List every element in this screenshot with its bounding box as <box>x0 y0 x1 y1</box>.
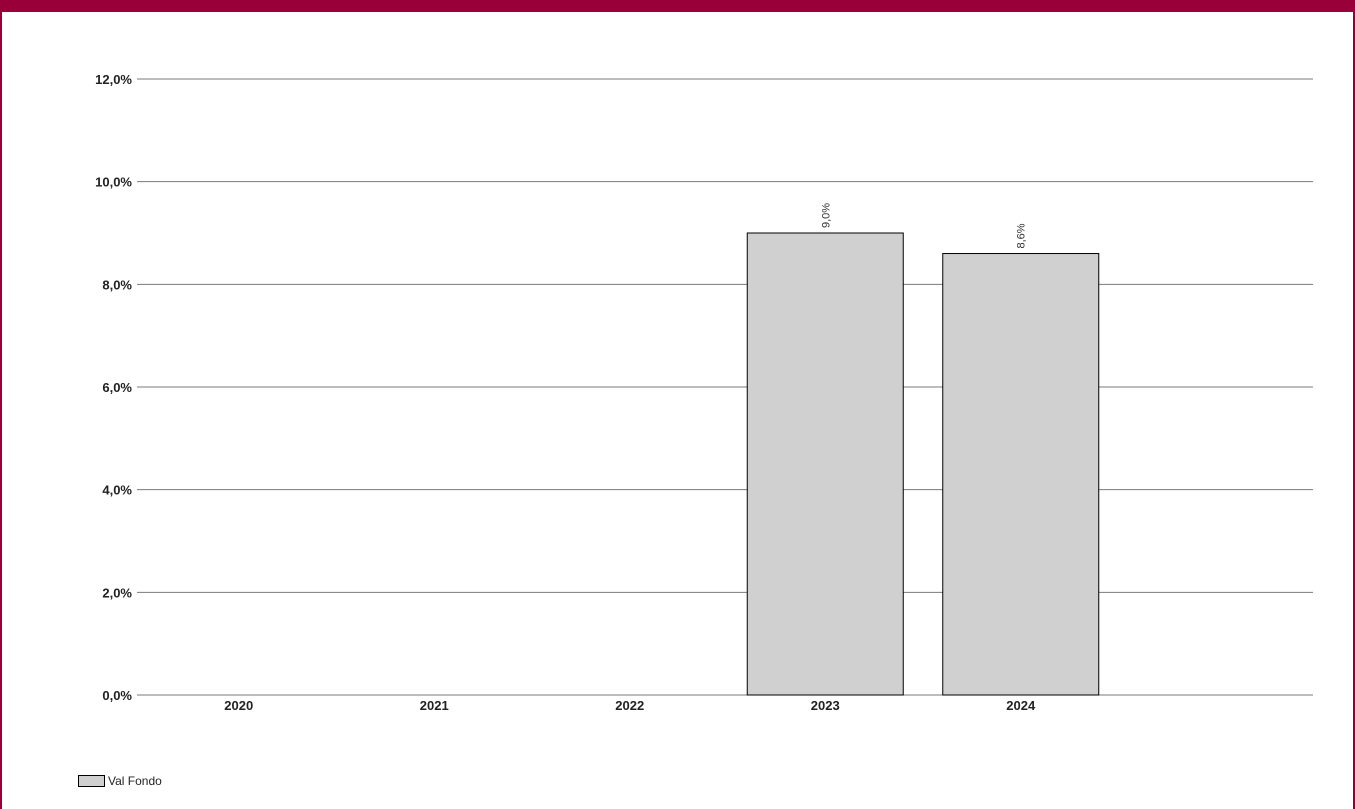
bar <box>942 253 1100 696</box>
x-tick-label: 2024 <box>1006 698 1036 713</box>
legend-label: Val Fondo <box>108 774 162 788</box>
y-tick-label: 2,0% <box>102 585 132 600</box>
data-label: 8,6% <box>1016 223 1028 248</box>
x-tick-label: 2021 <box>420 698 449 713</box>
y-tick-label: 12,0% <box>95 72 132 87</box>
y-tick-label: 10,0% <box>95 175 132 190</box>
x-tick-label: 2023 <box>811 698 840 713</box>
y-tick-label: 4,0% <box>102 483 132 498</box>
legend-swatch <box>78 775 105 787</box>
y-tick-label: 6,0% <box>102 380 132 395</box>
y-tick-label: 0,0% <box>102 688 132 703</box>
legend: Val Fondo <box>78 774 162 788</box>
x-tick-label: 2020 <box>224 698 253 713</box>
data-label: 9,0% <box>820 203 832 228</box>
bar <box>746 232 904 696</box>
x-tick-label: 2022 <box>615 698 644 713</box>
bar-chart: 0,0% 2,0% 4,0% 6,0% 8,0% 10,0% 12,0% 2020 2021 20… <box>95 72 1313 713</box>
y-tick-label: 8,0% <box>102 277 132 292</box>
